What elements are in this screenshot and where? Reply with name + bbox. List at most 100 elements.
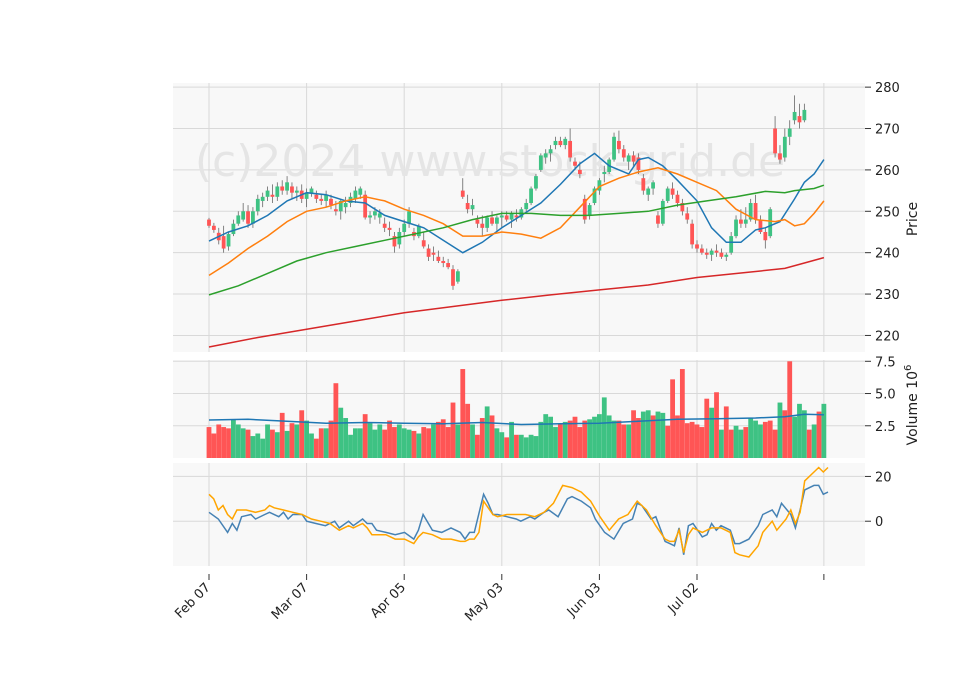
volume-bar <box>738 429 744 458</box>
volume-bar <box>470 424 475 458</box>
volume-average-line <box>208 413 824 426</box>
candle-down <box>797 116 802 123</box>
candle-down <box>475 219 480 224</box>
volume-bar <box>816 411 822 458</box>
volume-bar <box>475 434 480 458</box>
candle-down <box>631 155 636 162</box>
moving-average-line-ma_long <box>208 256 825 348</box>
candle-down <box>773 128 777 154</box>
candle-down <box>763 231 768 241</box>
candle-up <box>792 111 797 121</box>
volume-bar <box>421 427 427 458</box>
candle-up <box>626 155 631 162</box>
volume-bar <box>553 427 558 458</box>
volume-bar <box>675 415 680 458</box>
volume-bar <box>743 427 749 458</box>
candle-down <box>221 236 226 249</box>
candle-up <box>338 200 343 212</box>
volume-bar <box>753 420 758 458</box>
candle-down <box>636 157 641 170</box>
moving-average-line-ma_fast <box>208 152 825 254</box>
volume-bar <box>679 369 685 458</box>
candle-down <box>582 198 587 220</box>
price-tick-label: 220 <box>875 329 900 344</box>
candle-up <box>612 136 616 160</box>
volume-bar <box>719 429 724 458</box>
price-tick-label: 280 <box>875 81 900 96</box>
candle-up <box>592 188 597 204</box>
volume-bar <box>821 403 827 458</box>
volume-bar <box>504 437 510 458</box>
volume-bar <box>587 419 593 458</box>
moving-average-line-ma_slow <box>208 184 825 296</box>
volume-bar <box>250 436 256 458</box>
volume-bar <box>416 433 422 458</box>
x-tick-label: May 03 <box>462 580 506 624</box>
volume-bar <box>772 429 778 458</box>
volume-bar <box>455 424 461 458</box>
volume-bar <box>318 428 324 458</box>
volume-bar <box>289 423 295 458</box>
candle-up <box>343 203 348 208</box>
candle-up <box>529 188 533 204</box>
candle-up <box>304 192 309 199</box>
candle-up <box>416 225 421 237</box>
candle-up <box>255 198 260 212</box>
candle-up <box>597 180 602 191</box>
candle-up <box>324 194 329 201</box>
candle-down <box>329 198 333 206</box>
candle-up <box>534 176 538 189</box>
volume-bar <box>704 398 710 458</box>
moving-average-line-ma_mid <box>208 167 825 277</box>
volume-bar <box>645 410 651 458</box>
candle-down <box>211 225 216 230</box>
volume-bar <box>528 434 534 458</box>
volume-bar <box>806 429 812 458</box>
volume-tick-label: 7.5 <box>875 355 896 370</box>
volume-bar <box>231 419 236 458</box>
volume-bar <box>650 415 656 458</box>
candle-up <box>231 223 236 235</box>
candle-down <box>577 169 582 175</box>
volume-bar <box>274 432 280 458</box>
volume-bar <box>353 428 358 458</box>
volume-bar <box>367 423 373 458</box>
candle-down <box>480 223 485 228</box>
volume-bar <box>631 410 636 458</box>
volume-bar <box>494 428 500 458</box>
candle-up <box>587 205 592 216</box>
candle-up <box>709 250 714 255</box>
candle-up <box>602 171 607 175</box>
volume-bar <box>406 429 412 458</box>
volume-bar <box>792 416 797 458</box>
candle-up <box>524 203 529 210</box>
volume-bar <box>640 411 646 458</box>
volume-bar <box>435 421 441 458</box>
candle-up <box>665 188 670 201</box>
oscillator-line-osc_b <box>208 466 829 558</box>
volume-bar <box>377 424 383 458</box>
volume-bar <box>733 425 739 458</box>
candle-up <box>543 153 548 158</box>
candle-down <box>333 209 338 212</box>
candle-up <box>651 182 655 189</box>
volume-bar <box>723 406 729 458</box>
volume-bar <box>684 423 690 458</box>
volume-bar <box>689 421 695 458</box>
volume-bar <box>245 429 251 458</box>
candle-up <box>499 215 504 218</box>
candle-down <box>753 203 758 220</box>
volume-bar <box>509 421 514 458</box>
candle-down <box>670 188 675 195</box>
candle-up <box>495 217 499 224</box>
price-tick-label: 240 <box>875 247 900 262</box>
candle-down <box>446 263 451 268</box>
candle-up <box>236 215 241 224</box>
volume-bar <box>582 420 588 458</box>
candle-down <box>680 203 685 212</box>
volume-bar <box>396 424 402 458</box>
volume-bar <box>626 424 632 458</box>
price-tick-label: 260 <box>875 164 900 179</box>
candle-down <box>387 227 392 230</box>
